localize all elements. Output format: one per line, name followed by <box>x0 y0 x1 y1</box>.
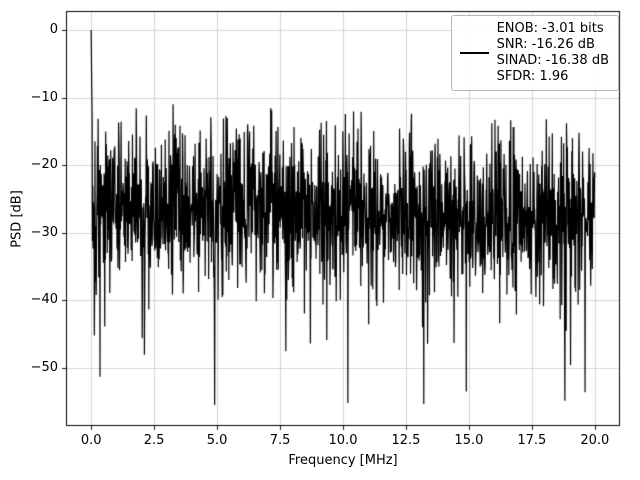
x-tick-label: 10.0 <box>328 433 358 448</box>
y-tick-label: −10 <box>30 89 58 105</box>
x-tick-label: 15.0 <box>454 433 484 448</box>
y-tick-label: −50 <box>30 359 58 375</box>
legend-line-sample <box>459 52 489 54</box>
x-tick-label: 20.0 <box>580 433 610 448</box>
legend-text-block: ENOB: -3.01 bits SNR: -16.26 dB SINAD: -… <box>497 21 609 85</box>
legend-entry-sfdr: SFDR: 1.96 <box>496 69 569 84</box>
y-tick-label: −40 <box>30 292 58 308</box>
x-tick-label: 5.0 <box>206 433 228 448</box>
legend-entry-snr: SNR: -16.26 dB <box>496 37 595 52</box>
x-tick-label: 0.0 <box>80 433 102 448</box>
y-tick-label: −20 <box>30 157 58 173</box>
x-tick-label: 17.5 <box>517 433 547 448</box>
x-tick-label: 12.5 <box>391 433 421 448</box>
y-tick-label: −30 <box>30 224 58 240</box>
y-axis-label: PSD [dB] <box>9 189 25 248</box>
y-tick-label: 0 <box>49 21 58 37</box>
legend: ENOB: -3.01 bits SNR: -16.26 dB SINAD: -… <box>450 15 619 91</box>
x-tick-label: 7.5 <box>269 433 291 448</box>
legend-entry-enob: ENOB: -3.01 bits <box>496 21 604 36</box>
legend-entry-sinad: SINAD: -16.38 dB <box>496 53 609 68</box>
x-tick-label: 2.5 <box>143 433 165 448</box>
x-axis-label: Frequency [MHz] <box>288 453 398 468</box>
